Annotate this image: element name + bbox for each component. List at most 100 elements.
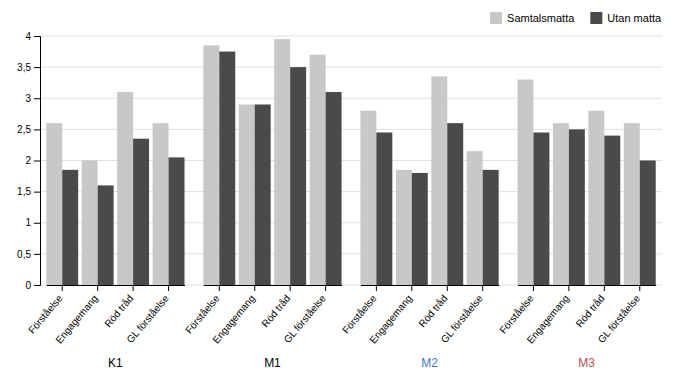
tick: Röd tråd [259, 285, 292, 329]
bar [219, 52, 235, 285]
bar [431, 76, 447, 285]
tick: 1 [25, 217, 40, 228]
tick-mark [97, 285, 98, 291]
legend: SamtalsmattaUtan matta [490, 12, 662, 24]
series [46, 39, 639, 285]
tick-label: Engagemang [524, 293, 571, 346]
bar [82, 161, 98, 286]
grid-line [40, 67, 662, 68]
tick-label: GL förståelse [596, 292, 643, 345]
tick-mark [34, 36, 40, 37]
axis-line [518, 285, 656, 286]
bar [447, 123, 463, 285]
legend-item: Utan matta [590, 12, 662, 24]
bar [203, 45, 219, 285]
x-axis-group: FörståelseEngagemangRöd trådGL förståels… [26, 285, 185, 345]
bar [467, 151, 483, 285]
bars [46, 39, 655, 285]
bar [569, 129, 585, 285]
tick-mark [639, 285, 640, 291]
bar [117, 92, 133, 285]
tick: Engagemang [210, 285, 257, 345]
tick: 2,5 [17, 124, 40, 135]
tick-mark [34, 285, 40, 286]
tick: Engagemang [367, 285, 414, 345]
bar [290, 67, 306, 285]
bar [396, 170, 412, 285]
legend-swatch [490, 12, 502, 24]
tick-mark [604, 285, 605, 291]
bar [360, 111, 376, 285]
bar [412, 173, 428, 285]
tick-label: Förståelse [183, 292, 222, 335]
tick: 2 [25, 155, 40, 166]
tick: 3,5 [17, 62, 40, 73]
tick-mark [447, 285, 448, 291]
bar [255, 104, 271, 285]
tick: GL förståelse [596, 285, 643, 345]
tick-label: GL förståelse [281, 292, 328, 345]
tick-mark [376, 285, 377, 291]
bar [604, 136, 620, 285]
tick-label: GL förståelse [439, 292, 486, 345]
tick-mark [568, 285, 569, 291]
tick: 0,5 [17, 249, 40, 260]
bar [239, 104, 255, 285]
tick-label: 0,5 [17, 249, 31, 260]
axis-line [361, 285, 499, 286]
tick-mark [34, 161, 40, 162]
bar [169, 157, 185, 285]
tick-mark [34, 254, 40, 255]
plot: 00,511,522,533,54FörståelseEngagemangRöd… [17, 31, 662, 370]
axis-line [47, 285, 185, 286]
group-label: M3 [578, 356, 595, 370]
tick-label: 3 [25, 93, 31, 104]
tick-label: 1,5 [17, 186, 31, 197]
x-axis-group: FörståelseEngagemangRöd trådGL förståels… [183, 285, 342, 345]
tick-mark [62, 285, 63, 291]
grid [40, 36, 662, 285]
x-axis-group: FörståelseEngagemangRöd trådGL förståels… [340, 285, 499, 345]
tick-label: Engagemang [210, 293, 257, 346]
grid-line [40, 98, 662, 99]
bar [553, 123, 569, 285]
tick: Förståelse [183, 285, 222, 336]
tick-mark [219, 285, 220, 291]
tick-mark [34, 67, 40, 68]
tick-label: Röd tråd [574, 293, 607, 329]
tick-label: Röd tråd [102, 293, 135, 329]
tick-label: GL förståelse [124, 292, 171, 345]
bar [62, 170, 78, 285]
tick-mark [325, 285, 326, 291]
tick-label: Förståelse [497, 292, 536, 335]
tick: Engagemang [524, 285, 571, 345]
tick-label: Förståelse [26, 292, 65, 335]
tick: 4 [25, 31, 40, 42]
bar [326, 92, 342, 285]
bar [483, 170, 499, 285]
tick-label: 1 [25, 217, 31, 228]
bar [310, 55, 326, 285]
group-labels: K1M1M2M3 [108, 356, 595, 370]
bar [588, 111, 604, 285]
tick: Röd tråd [102, 285, 135, 329]
y-axis: 00,511,522,533,54 [17, 31, 40, 291]
tick-mark [34, 192, 40, 193]
bar [98, 185, 114, 285]
grid-line [40, 36, 662, 37]
bar [46, 123, 62, 285]
tick-mark [290, 285, 291, 291]
tick-mark [34, 129, 40, 130]
tick-mark [34, 223, 40, 224]
tick: GL förståelse [124, 285, 171, 345]
tick-label: 2 [25, 155, 31, 166]
tick: Förståelse [497, 285, 536, 336]
bar [274, 39, 290, 285]
tick-mark [133, 285, 134, 291]
tick-label: 4 [25, 31, 31, 42]
tick-label: Röd tråd [416, 293, 449, 329]
x-axis-group: FörståelseEngagemangRöd trådGL förståels… [497, 285, 656, 345]
tick: Engagemang [53, 285, 100, 345]
series [62, 52, 655, 285]
axis-line [204, 285, 342, 286]
